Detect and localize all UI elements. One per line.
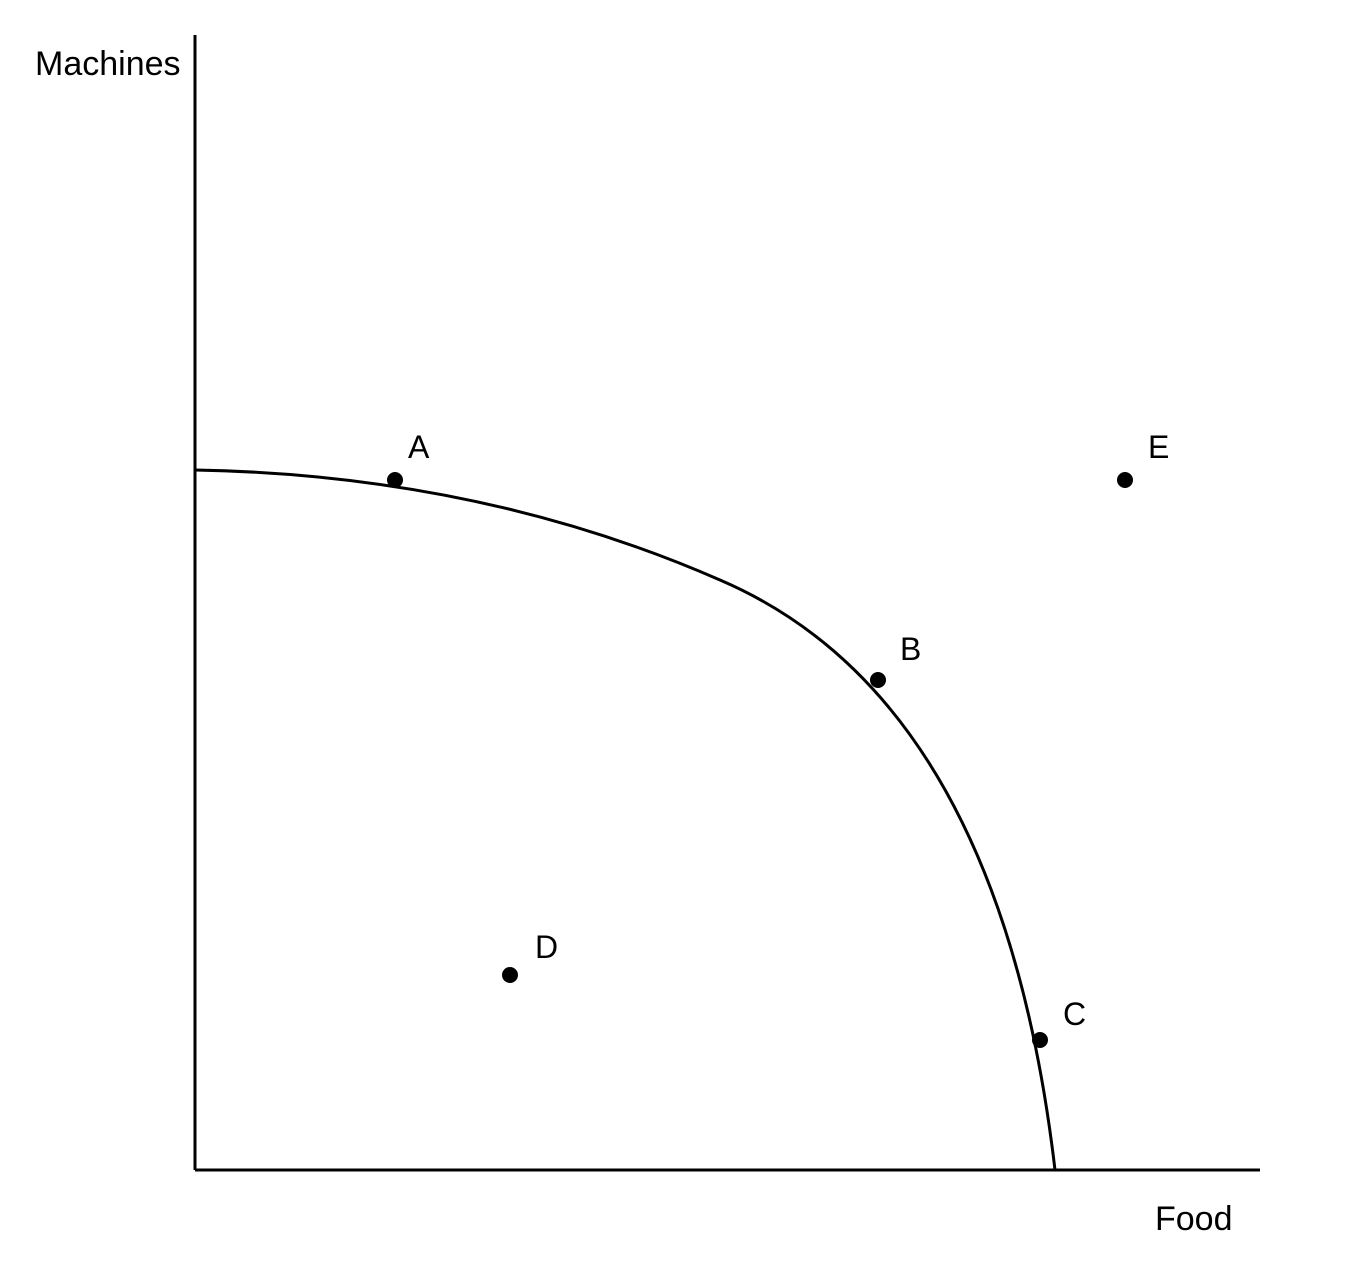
point-c xyxy=(1032,1032,1048,1048)
ppf-diagram: { "diagram": { "type": "ppf-curve", "can… xyxy=(0,0,1362,1271)
point-d xyxy=(502,967,518,983)
ppf-svg: Machines Food A B C D E xyxy=(0,0,1362,1271)
x-axis-label: Food xyxy=(1155,1200,1233,1238)
point-a xyxy=(387,472,403,488)
point-label-d: D xyxy=(535,929,558,965)
point-label-c: C xyxy=(1063,996,1086,1032)
point-b xyxy=(870,672,886,688)
point-label-a: A xyxy=(408,429,430,465)
point-label-e: E xyxy=(1148,429,1169,465)
y-axis-label: Machines xyxy=(35,45,181,83)
points-group: A B C D E xyxy=(387,429,1169,1048)
point-label-b: B xyxy=(900,631,921,667)
point-e xyxy=(1117,472,1133,488)
ppf-curve xyxy=(195,470,1055,1170)
